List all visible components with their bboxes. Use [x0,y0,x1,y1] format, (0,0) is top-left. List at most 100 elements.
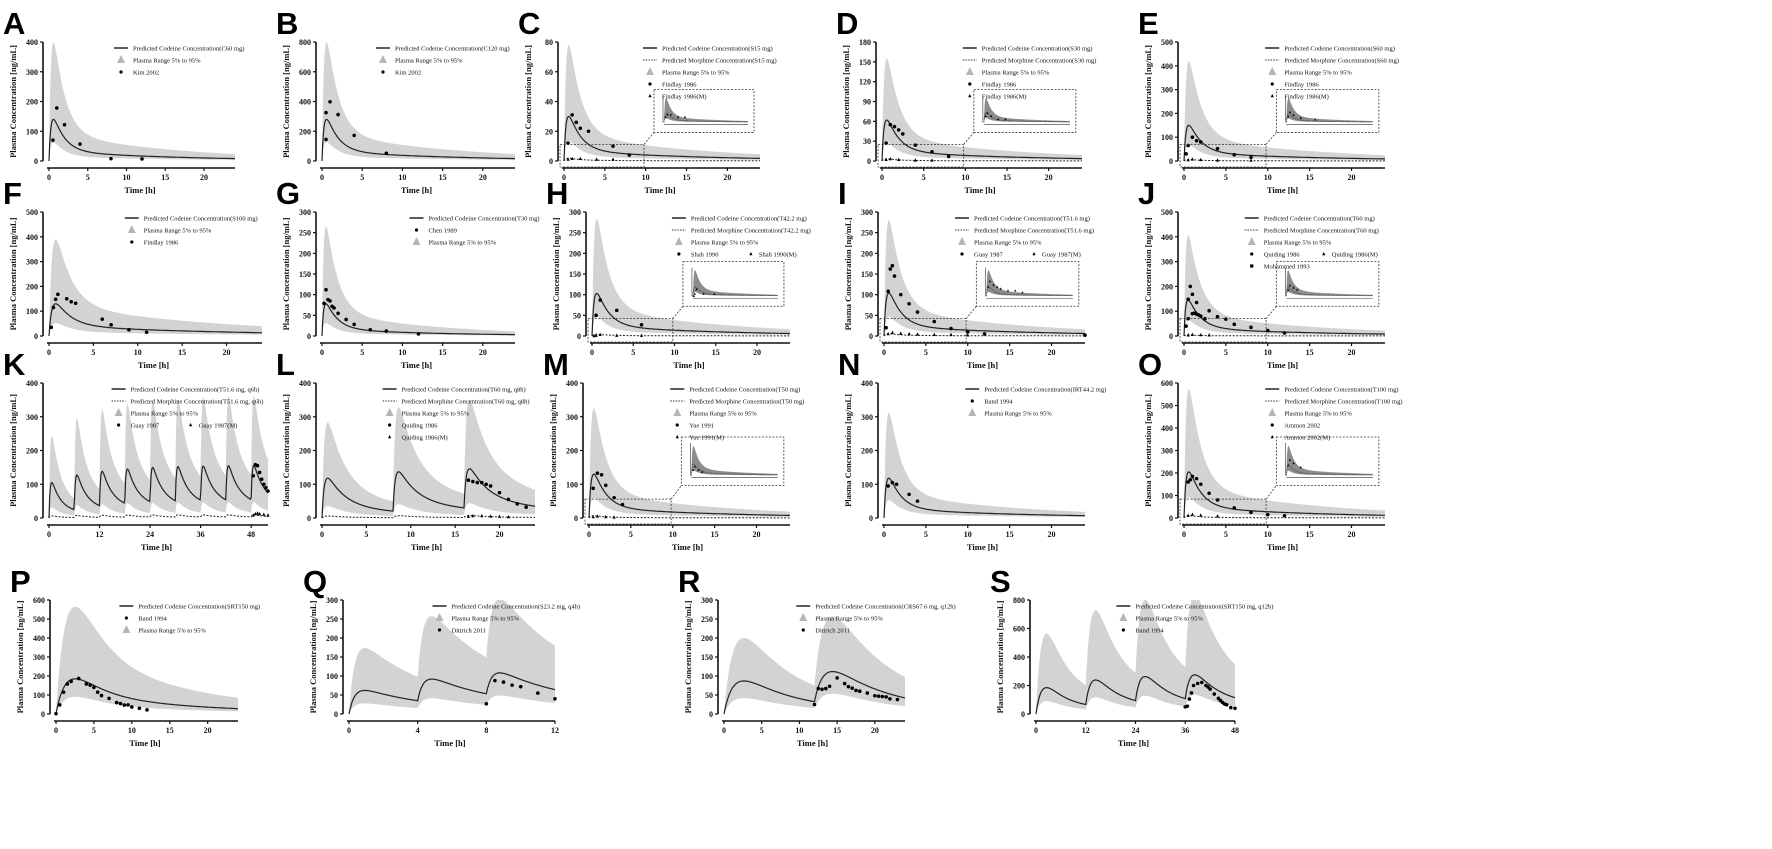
inset-morphine-point [1287,463,1290,467]
observed-point [586,129,591,134]
panel-p: P 0 100 200 300 400 500 600 0 5 10 15 20 Time [h] Plas… [10,564,260,748]
y-tick-label: 300 [1161,447,1173,456]
x-tick-label: 5 [1224,530,1228,539]
observed-morphine-point [1186,513,1190,518]
observed-point [599,473,604,477]
observed-point [524,505,528,510]
legend-band-triangle-icon [1247,237,1256,245]
legend-dot-icon [119,70,123,74]
x-tick-label: 20 [1348,530,1356,539]
y-tick-label: 400 [1013,653,1025,662]
observed-point [92,685,96,690]
predicted-codeine-line [883,477,1085,519]
observed-point [1200,680,1204,685]
x-tick-label: 20 [753,530,761,539]
x-tick-label: 20 [871,726,879,735]
x-axis-label: Time [h] [401,360,432,370]
observed-point [824,686,828,691]
legend-label: Findlay 1986 [144,240,179,247]
legend-entry: Shah 1990 Shah 1990(M) [677,252,797,259]
legend-label: Band 1994 [1135,628,1164,635]
legend-label: Predicted Codeine Concentration(S30 mg) [982,46,1093,53]
legend-label: Plasma Range 5% to 95% [984,411,1052,418]
observed-morphine-point [255,511,260,515]
x-tick-label: 48 [247,530,255,539]
y-tick-label: 0 [334,710,338,719]
y-axis-label: Plasma Concentration [ng/mL] [841,45,851,158]
x-tick-label: 0 [320,530,324,539]
x-tick-label: 20 [200,173,208,182]
x-tick-label: 10 [964,530,972,539]
x-tick-label: 20 [1045,173,1053,182]
zoom-connector-line [672,305,684,319]
x-tick-label: 5 [92,726,96,735]
observed-point [497,490,502,495]
x-tick-label: 15 [1003,173,1011,182]
y-tick-label: 250 [299,229,311,238]
y-tick-label: 400 [1161,62,1173,71]
x-axis-label: Time [h] [138,360,169,370]
panel-letter: F [3,176,22,211]
y-tick-label: 200 [299,127,311,136]
observed-morphine-point [480,513,484,518]
observed-point [69,299,73,304]
legend-label: Predicted Codeine Concentration(IRT44.2 … [984,387,1106,394]
observed-morphine-point [1215,514,1220,518]
inset-morphine-point [1014,289,1017,292]
legend-entry: Chen 1989 [414,228,457,235]
legend-band-triangle-icon [122,625,131,633]
observed-point [95,690,100,694]
observed-point [1232,506,1237,510]
observed-point [384,329,389,333]
legend-label: Predicted Morphine Concentration(T100 mg… [1284,399,1402,406]
x-tick-label: 10 [1264,530,1272,539]
y-tick-label: 800 [299,38,311,47]
observed-point [1198,140,1203,144]
legend-label: Predicted Codeine Concentration(T30 mg) [429,216,540,223]
plasma-range-band [322,226,515,336]
observed-point [946,154,951,159]
legend-tri-icon [968,93,972,98]
observed-morphine-point [890,330,894,334]
plasma-range-band [349,600,555,714]
legend-entry: Predicted Codeine Concentration(T60 mg) [1244,216,1375,223]
y-tick-label: 150 [569,270,581,279]
observed-point [591,486,595,491]
inset-morphine-point [693,465,697,468]
y-tick-label: 300 [861,413,873,422]
x-tick-label: 0 [1182,348,1186,357]
y-tick-label: 200 [1161,282,1173,291]
observed-point [603,483,608,488]
y-tick-label: 100 [701,672,713,681]
observed-point [888,697,892,701]
legend-entry: Quiding 1986(M) [388,435,448,442]
legend-entry: Findlay 1986 [1270,82,1319,89]
observed-morphine-point [591,514,595,519]
observed-point [898,292,903,297]
observed-point [1187,697,1192,701]
observed-morphine-point [578,156,582,161]
y-tick-label: 600 [1161,379,1173,388]
panel-d: D 0 30 60 90 120 150 180 0 5 10 15 20 Time [h] Plasma … [836,6,1096,195]
predicted-codeine-line [348,672,556,715]
inset-morphine-line [983,112,1070,123]
x-tick-label: 20 [496,530,504,539]
y-tick-label: 400 [299,98,311,107]
observed-point [65,682,70,686]
inset-morphine-point [669,113,673,116]
predicted-morphine-line [1183,159,1385,162]
legend-label: Predicted Codeine Concentration(T50 mg) [689,387,800,394]
legend-entry: Quiding 1986 [388,423,438,430]
observed-point [1194,476,1199,481]
observed-point [344,317,348,322]
x-tick-label: 15 [683,173,691,182]
inset-morphine-point [997,117,1000,121]
observed-point [1249,325,1253,330]
plasma-range-band [1184,61,1385,161]
y-tick-label: 600 [299,68,311,77]
observed-morphine-point [930,158,934,162]
inset-morphine-point [702,292,705,295]
y-axis-label: Plasma Concentration [ng/mL] [548,394,558,507]
